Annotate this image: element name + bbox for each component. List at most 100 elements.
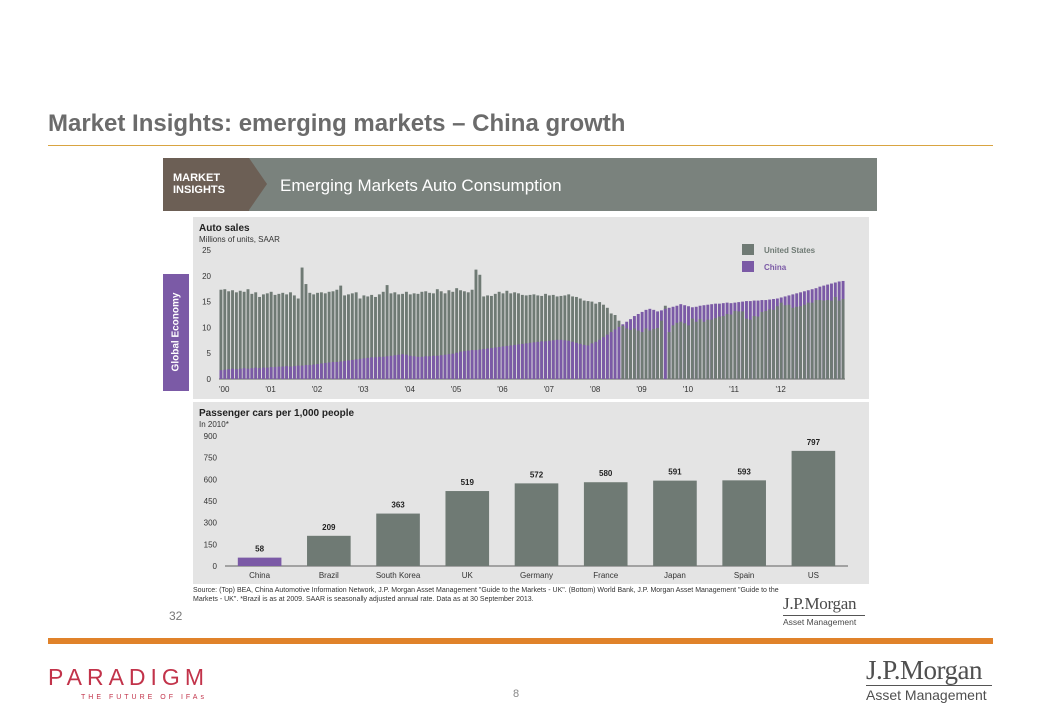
jpmorgan-footer-logo: J.P.Morgan Asset Management — [866, 656, 996, 703]
banner-brand-text: MARKET INSIGHTS — [173, 172, 225, 196]
bar-united-states — [509, 293, 513, 379]
bar-united-states — [335, 289, 339, 379]
y-tick-label: 10 — [202, 323, 211, 332]
bar-china — [505, 345, 509, 379]
bar-united-states — [374, 296, 377, 379]
bar-china — [478, 349, 482, 379]
bar-united-states — [404, 291, 408, 379]
bar-united-states — [702, 321, 706, 379]
bar-united-states — [300, 267, 304, 379]
bar-china — [567, 340, 571, 379]
bar-united-states — [791, 307, 795, 379]
bar-united-states — [721, 316, 725, 379]
bar-united-states — [590, 301, 594, 379]
bar-united-states — [783, 305, 787, 379]
bar-china — [377, 356, 381, 379]
bar-united-states — [745, 318, 748, 379]
jpmorgan-footer-logo-sub: Asset Management — [866, 687, 987, 703]
bar-china — [532, 342, 536, 379]
bar-united-states — [285, 294, 289, 379]
x-tick-label: '10 — [683, 385, 694, 394]
bar-united-states — [752, 316, 756, 379]
bar-united-states — [644, 328, 648, 379]
legend-label: China — [764, 263, 787, 272]
bar-china — [343, 360, 347, 379]
bar-united-states — [733, 310, 737, 379]
bar-united-states — [683, 323, 687, 379]
bar-united-states — [667, 332, 671, 379]
bar-united-states — [424, 291, 428, 379]
bar-united-states — [559, 295, 563, 379]
bar-united-states — [513, 292, 517, 379]
bar-united-states — [428, 292, 432, 379]
bar-china — [455, 352, 459, 379]
page-number: 8 — [513, 688, 520, 700]
bar-united-states — [234, 292, 238, 379]
bar-china — [289, 366, 292, 379]
bar-united-states — [370, 294, 374, 379]
chart-subtitle: Millions of units, SAAR — [199, 235, 280, 244]
bar-china — [578, 343, 582, 379]
bar-japan — [653, 480, 697, 566]
bar-united-states — [319, 292, 323, 379]
bar-united-states — [358, 298, 362, 379]
bar-united-states — [296, 298, 300, 379]
bar-china — [536, 341, 540, 379]
bar-spain — [722, 480, 766, 566]
bar-united-states — [837, 300, 841, 379]
bar-uk — [445, 491, 490, 566]
bar-united-states — [443, 293, 447, 379]
bar-china — [594, 341, 598, 379]
bar-china — [385, 356, 389, 379]
x-tick-label: China — [249, 571, 270, 580]
data-label: 797 — [807, 438, 821, 447]
bar-china — [524, 343, 528, 379]
bar-united-states — [223, 289, 227, 379]
bar-united-states — [389, 293, 393, 379]
bar-united-states — [710, 319, 714, 379]
bar-france — [583, 482, 628, 566]
bar-china — [582, 344, 586, 379]
bar-united-states — [632, 328, 636, 379]
bar-china — [408, 355, 412, 379]
bar-china — [540, 341, 544, 379]
bar-china — [393, 355, 397, 379]
bar-united-states — [312, 294, 316, 379]
bar-united-states — [308, 292, 312, 379]
bar-united-states — [459, 290, 462, 379]
bar-china — [327, 362, 331, 379]
x-tick-label: Germany — [520, 571, 553, 580]
bar-china — [273, 367, 277, 379]
bar-united-states — [586, 301, 590, 379]
data-label: 363 — [391, 501, 405, 510]
bar-united-states — [304, 284, 308, 379]
bar-united-states — [833, 296, 837, 379]
bar-united-states — [540, 295, 544, 379]
legend-swatch-china — [742, 261, 754, 272]
y-tick-label: 0 — [207, 375, 212, 384]
x-tick-label: Brazil — [319, 571, 339, 580]
bar-china — [401, 354, 404, 379]
bar-china — [551, 340, 555, 379]
bar-united-states — [451, 291, 455, 379]
bar-china — [335, 361, 339, 379]
bar-united-states — [571, 296, 575, 379]
bar-china — [308, 365, 312, 379]
x-tick-label: South Korea — [376, 571, 421, 580]
bar-china — [424, 356, 428, 379]
footer-accent-bar — [48, 638, 993, 644]
bar-united-states — [830, 300, 833, 379]
bar-china — [439, 355, 443, 379]
bar-united-states — [814, 300, 818, 379]
bar-united-states — [806, 302, 810, 379]
bar-china — [389, 355, 393, 379]
jpmorgan-footer-logo-main: J.P.Morgan — [866, 655, 983, 685]
bar-united-states — [520, 294, 524, 379]
banner-brand-block: MARKET INSIGHTS — [163, 158, 249, 211]
bar-china — [559, 339, 563, 379]
bar-china — [513, 344, 517, 379]
bar-united-states — [532, 294, 536, 379]
bar-china — [227, 369, 231, 379]
bar-united-states — [524, 295, 528, 379]
